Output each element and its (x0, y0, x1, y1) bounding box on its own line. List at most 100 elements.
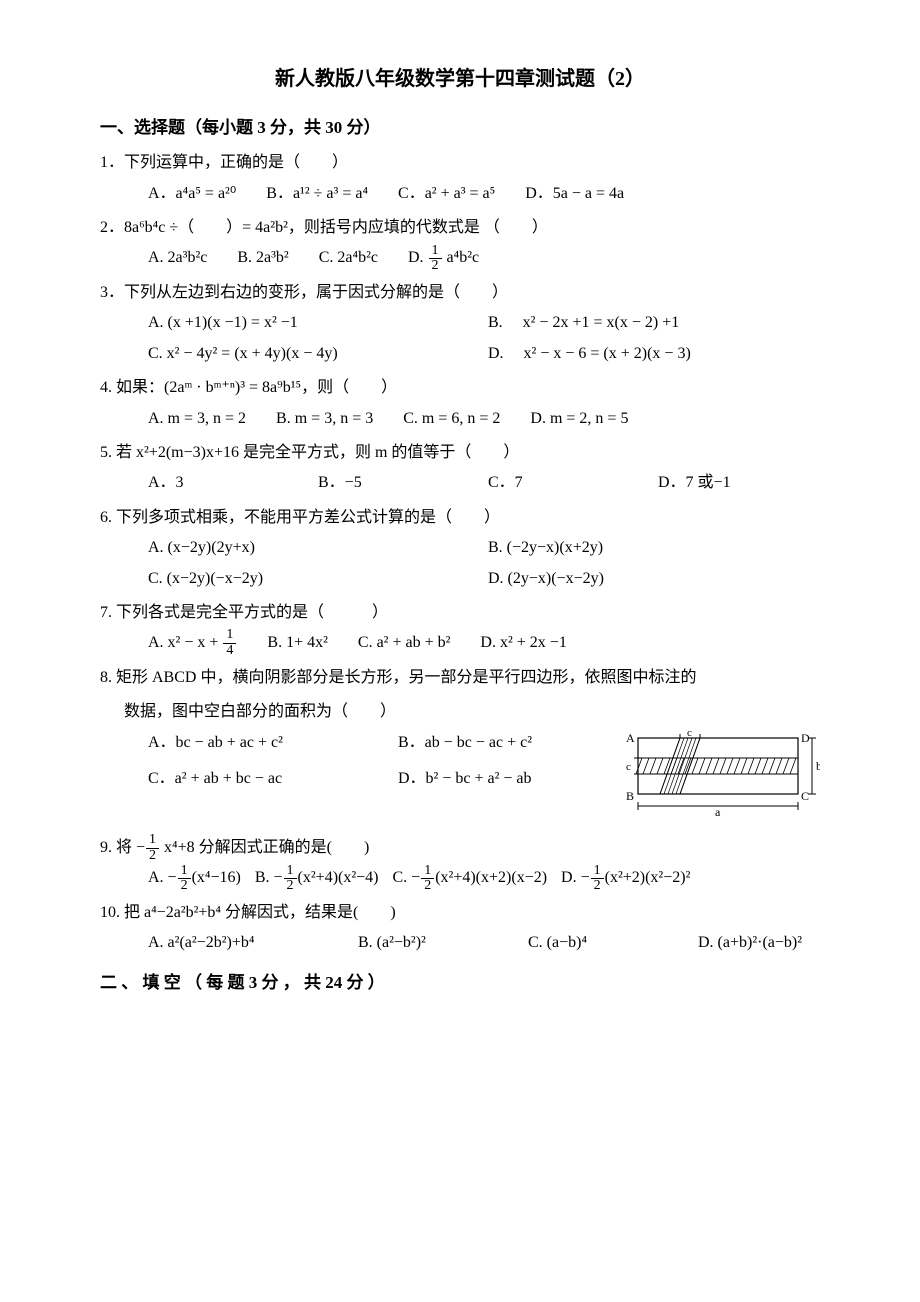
q9-optC: C. −12(x²+4)(x+2)(x−2) (393, 863, 548, 894)
q3-options: A. (x +1)(x −1) = x² −1 B. x² − 2x +1 = … (100, 308, 820, 369)
q9-optC-pre: C. − (393, 869, 421, 886)
q9-stem: 9. 将 −12 x⁴+8 分解因式正确的是( ) (100, 833, 820, 864)
q8-stem2: 数据，图中空白部分的面积为（ ） (100, 697, 820, 727)
q6-optD: D. (2y−x)(−x−2y) (488, 564, 604, 594)
q1-options: A．a⁴a⁵ = a²⁰ B．a¹² ÷ a³ = a⁴ C．a² + a³ =… (100, 179, 820, 209)
q6-stem: 6. 下列多项式相乘，不能用平方差公式计算的是（ ） (100, 503, 820, 533)
q9-optC-num: 1 (421, 864, 434, 880)
svg-text:b: b (816, 759, 820, 773)
svg-text:c: c (626, 761, 631, 773)
q7-optA-den: 4 (223, 644, 236, 659)
q9-optD-num: 1 (591, 864, 604, 880)
q2-stem: 2．8a⁶b⁴c ÷（ ）= 4a²b²，则括号内应填的代数式是 （ ） (100, 213, 820, 243)
q6-optB: B. (−2y−x)(x+2y) (488, 533, 603, 563)
q1-optB: B．a¹² ÷ a³ = a⁴ (266, 179, 368, 209)
q10-optC: C. (a−b)⁴ (528, 928, 668, 958)
q9-optA-pre: A. − (148, 869, 177, 886)
q4-stem-prefix: 4. 如果： (100, 379, 164, 396)
q6-options: A. (x−2y)(2y+x) B. (−2y−x)(x+2y) C. (x−2… (100, 533, 820, 594)
q4-optC: C. m = 6, n = 2 (403, 404, 500, 434)
q9-optA-num: 1 (178, 864, 191, 880)
page-title: 新人教版八年级数学第十四章测试题（2） (100, 60, 820, 98)
q3-optD: D. x² − x − 6 = (x + 2)(x − 3) (488, 339, 691, 369)
q2-optB: B. 2a³b² (237, 243, 288, 274)
q9-optA-tail: (x⁴−16) (192, 869, 241, 886)
q9-optD-tail: (x²+2)(x²−2)² (605, 869, 691, 886)
q1-stem: 1．下列运算中，正确的是（ ） (100, 148, 820, 178)
q9-stem-prefix: 9. 将 − (100, 839, 145, 856)
q2-optC: C. 2a⁴b²c (319, 243, 378, 274)
q8-figure: ccADBCab (620, 728, 820, 829)
q10-stem: 10. 把 a⁴−2a²b²+b⁴ 分解因式，结果是( ) (100, 898, 820, 928)
q10-options: A. a²(a²−2b²)+b⁴ B. (a²−b²)² C. (a−b)⁴ D… (100, 928, 820, 958)
q5-options: A．3 B．−5 C．7 D．7 或−1 (100, 468, 820, 498)
q8-optA: A．bc − ab + ac + c² (148, 728, 368, 758)
q9-optB-den: 2 (284, 879, 297, 894)
q9-optB-frac: 12 (284, 864, 297, 894)
q6-optC: C. (x−2y)(−x−2y) (148, 564, 458, 594)
q2-optD-frac: 12 (429, 244, 442, 274)
section1-heading: 一、选择题（每小题 3 分，共 30 分） (100, 112, 820, 144)
q4-optD: D. m = 2, n = 5 (530, 404, 628, 434)
q5-optD: D．7 或−1 (658, 468, 731, 498)
svg-text:C: C (801, 789, 809, 803)
section2-heading: 二 、 填 空 （ 每 题 3 分 ， 共 24 分 ） (100, 967, 820, 999)
q9-optA-frac: 12 (178, 864, 191, 894)
q10-optA: A. a²(a²−2b²)+b⁴ (148, 928, 328, 958)
q9-optD-den: 2 (591, 879, 604, 894)
q4-stem: 4. 如果：(2aᵐ · bᵐ⁺ⁿ)³ = 8a⁹b¹⁵，则（ ） (100, 373, 820, 403)
q2-optD-num: 1 (429, 244, 442, 260)
q7-optB: B. 1+ 4x² (267, 628, 328, 659)
q9-optC-tail: (x²+4)(x+2)(x−2) (435, 869, 547, 886)
q2-options: A. 2a³b²c B. 2a³b² C. 2a⁴b²c D. 12 a⁴b²c (100, 243, 820, 274)
q9-optA: A. −12(x⁴−16) (148, 863, 241, 894)
q8-options: A．bc − ab + ac + c² B．ab − bc − ac + c² … (100, 728, 620, 795)
q4-stem-suffix: ，则（ ） (301, 379, 397, 396)
q4-optB: B. m = 3, n = 3 (276, 404, 373, 434)
q8-optD: D．b² − bc + a² − ab (398, 764, 532, 794)
svg-text:c: c (687, 728, 692, 739)
q4-stem-expr: (2aᵐ · bᵐ⁺ⁿ)³ = 8a⁹b¹⁵ (164, 379, 301, 396)
q6-optA: A. (x−2y)(2y+x) (148, 533, 458, 563)
q7-optA-prefix: A. x² − x + (148, 634, 222, 651)
q7-optC: C. a² + ab + b² (358, 628, 451, 659)
q8-optC: C．a² + ab + bc − ac (148, 764, 368, 794)
q3-stem: 3．下列从左边到右边的变形，属于因式分解的是（ ） (100, 278, 820, 308)
svg-text:B: B (626, 789, 634, 803)
q8-stem1: 8. 矩形 ABCD 中，横向阴影部分是长方形，另一部分是平行四边形，依照图中标… (100, 663, 820, 693)
q3-optC: C. x² − 4y² = (x + 4y)(x − 4y) (148, 339, 458, 369)
q9-optA-den: 2 (178, 879, 191, 894)
q9-optB-pre: B. − (255, 869, 283, 886)
q2-optD-den: 2 (429, 259, 442, 274)
q3-optA: A. (x +1)(x −1) = x² −1 (148, 308, 458, 338)
q9-optD-frac: 12 (591, 864, 604, 894)
q2-optA: A. 2a³b²c (148, 243, 207, 274)
q7-stem: 7. 下列各式是完全平方式的是（ ） (100, 598, 820, 628)
q10-optB: B. (a²−b²)² (358, 928, 498, 958)
q1-optC: C．a² + a³ = a⁵ (398, 179, 495, 209)
q7-optA-num: 1 (223, 628, 236, 644)
q9-optD: D. −12(x²+2)(x²−2)² (561, 863, 690, 894)
q9-optC-frac: 12 (421, 864, 434, 894)
q2-optD-prefix: D. (408, 249, 428, 266)
q7-optA: A. x² − x + 14 (148, 628, 237, 659)
q1-optA: A．a⁴a⁵ = a²⁰ (148, 179, 236, 209)
q9-optB: B. −12(x²+4)(x²−4) (255, 863, 379, 894)
q1-optD: D．5a − a = 4a (525, 179, 624, 209)
q5-optA: A．3 (148, 468, 288, 498)
q9-optB-tail: (x²+4)(x²−4) (298, 869, 379, 886)
q7-options: A. x² − x + 14 B. 1+ 4x² C. a² + ab + b²… (100, 628, 820, 659)
q9-optD-pre: D. − (561, 869, 590, 886)
q9-optB-num: 1 (284, 864, 297, 880)
q5-optC: C．7 (488, 468, 628, 498)
q4-optA: A. m = 3, n = 2 (148, 404, 246, 434)
q9-stem-frac: 12 (146, 833, 159, 863)
q2-optD-tail: a⁴b²c (443, 249, 480, 266)
q7-optA-frac: 14 (223, 628, 236, 658)
svg-text:a: a (715, 805, 721, 818)
q9-options: A. −12(x⁴−16) B. −12(x²+4)(x²−4) C. −12(… (100, 863, 820, 894)
q9-stem-den: 2 (146, 849, 159, 864)
q3-optB: B. x² − 2x +1 = x(x − 2) +1 (488, 308, 679, 338)
q7-optD: D. x² + 2x −1 (480, 628, 566, 659)
q5-optB: B．−5 (318, 468, 458, 498)
